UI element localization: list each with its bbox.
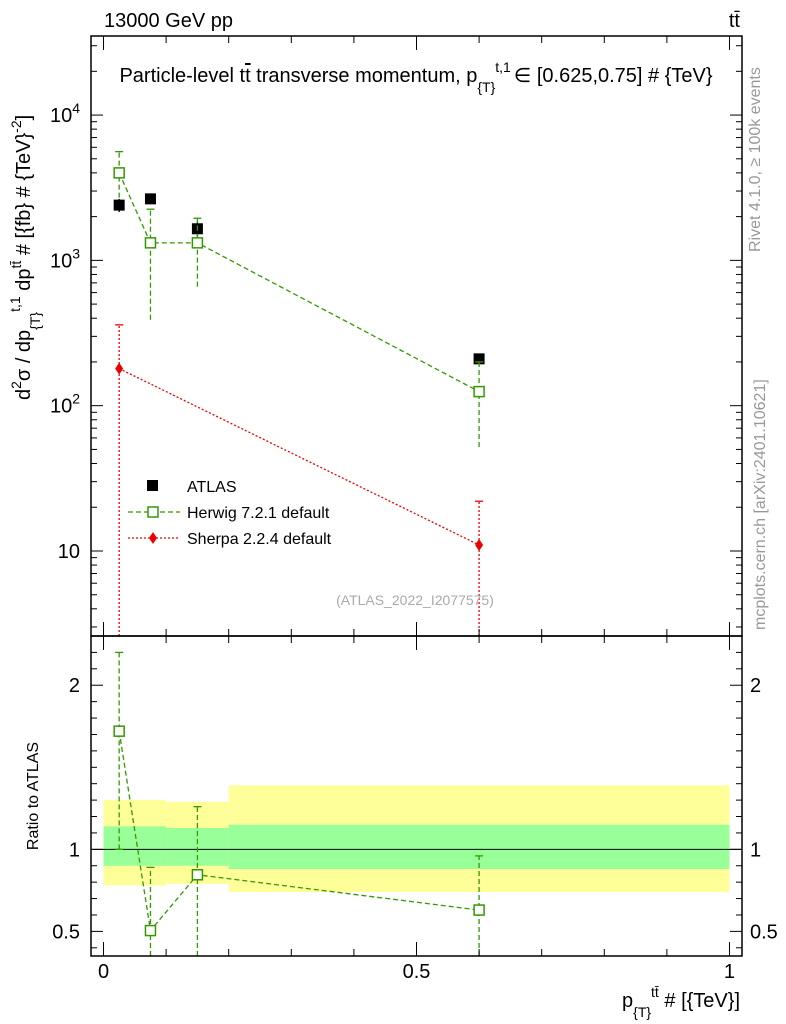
ylabel-d: ] [13, 115, 35, 121]
xlabel-sub: {T} [633, 1004, 651, 1020]
atlas-point [113, 199, 125, 211]
legend-herwig-marker [147, 506, 159, 518]
main-y-tick-label: 10 [58, 541, 80, 563]
ratio-herwig-point [191, 869, 204, 881]
ratio-plot-area [91, 651, 742, 956]
plot-title: Particle-level tt transverse momentum, p… [119, 59, 712, 95]
ylabel-sub: {T} [27, 312, 43, 330]
ratio-y-tick-label-left: 0.5 [52, 921, 80, 943]
main-y-tick-label: 104 [50, 100, 80, 127]
title-main: Particle-level t [119, 65, 245, 87]
xlabel-b: # [{TeV}] [659, 990, 740, 1012]
ylabel-pre: d [13, 389, 35, 400]
herwig-point [473, 385, 485, 398]
ratio-plot-panel: 0.5 0.5 1 1 2 2 0 0.5 1 Ratio to ATLAS p{T}tt̄ #… [25, 635, 778, 1020]
xlabel-a: p [622, 990, 633, 1012]
uncertainty-band-inner [134, 826, 167, 866]
main-plot-area [113, 150, 485, 636]
main-y-ticks: 10 102 103 104 [50, 36, 742, 636]
main-y-tick-label: 102 [50, 391, 80, 418]
ratio-herwig-point [113, 725, 125, 737]
x-tick-label: 0.5 [403, 961, 431, 983]
legend-sherpa-marker [149, 532, 157, 544]
ratio-y-tick-label-right: 1 [750, 839, 761, 861]
title-sup: t,1 [495, 59, 511, 75]
ylabel-sup2: tt̄ [8, 261, 24, 269]
main-y-tick-label: 103 [50, 245, 80, 272]
ylabel-a: σ / dp [13, 330, 35, 381]
ratio-y-tick-label-left: 2 [69, 675, 80, 697]
ratio-herwig-point [473, 904, 485, 916]
herwig-point [191, 237, 204, 249]
ratio-y-tick-label-left: 1 [69, 839, 80, 861]
legend-sherpa-label: Sherpa 2.2.4 default [187, 531, 332, 548]
ylabel-sup3: -2 [8, 120, 24, 133]
x-tick-label: 1 [724, 961, 735, 983]
legend-atlas-label: ATLAS [187, 479, 237, 496]
title-sub: {T} [477, 79, 495, 95]
rivet-version-label: Rivet 4.1.0, ≥ 100k events [747, 67, 764, 252]
ylabel-b: dp [13, 269, 35, 297]
ratio-series-line-herwig [118, 731, 480, 933]
legend-herwig-label: Herwig 7.2.1 default [187, 505, 330, 522]
xlabel-sup: tt̄ [651, 984, 659, 1000]
herwig-point [144, 237, 157, 249]
main-plot-panel: 10 102 103 104 Particle-level tt transverse… [7, 35, 743, 637]
ratio-ticks: 0.5 0.5 1 1 2 2 0 0.5 1 [52, 636, 778, 983]
x-axis-label: p{T}tt̄ # [{TeV}] [622, 984, 740, 1020]
series-line-herwig [118, 172, 480, 393]
atlas-point [144, 193, 156, 205]
main-y-axis-label: d2σ / dp{T}t,1 dptt̄ # [{fb} # {TeV}-2] [7, 115, 43, 400]
sherpa-point [115, 362, 124, 375]
sherpa-point [475, 538, 484, 551]
process-label: tt̄ [729, 10, 741, 32]
ylabel-c: # [{fb} # {TeV} [13, 133, 35, 261]
analysis-watermark: (ATLAS_2022_I2077575) [336, 592, 494, 608]
ylabel-sup: t,1 [7, 296, 23, 312]
title-mid: transverse momentum, p [251, 65, 478, 87]
mcplots-label: mcplots.cern.ch [arXiv:2401.10621] [752, 379, 769, 630]
herwig-point [113, 167, 125, 179]
ratio-y-tick-label-right: 0.5 [750, 921, 778, 943]
legend: ATLAS Herwig 7.2.1 default Sherpa 2.2.4 … [128, 479, 332, 548]
title-bar-t: t [245, 65, 251, 87]
uncertainty-band-inner [228, 824, 730, 870]
x-tick-label: 0 [98, 961, 109, 983]
atlas-point [473, 353, 485, 365]
ratio-y-axis-label: Ratio to ATLAS [25, 742, 42, 850]
title-tail: ∈ [0.625,0.75] # {TeV} [514, 65, 713, 87]
series-line-sherpa [118, 368, 480, 546]
ratio-y-tick-label-right: 2 [750, 675, 761, 697]
energy-label: 13000 GeV pp [104, 10, 233, 32]
ratio-herwig-point [144, 924, 157, 937]
ylabel-2: 2 [8, 381, 24, 389]
legend-atlas-marker [147, 480, 158, 491]
